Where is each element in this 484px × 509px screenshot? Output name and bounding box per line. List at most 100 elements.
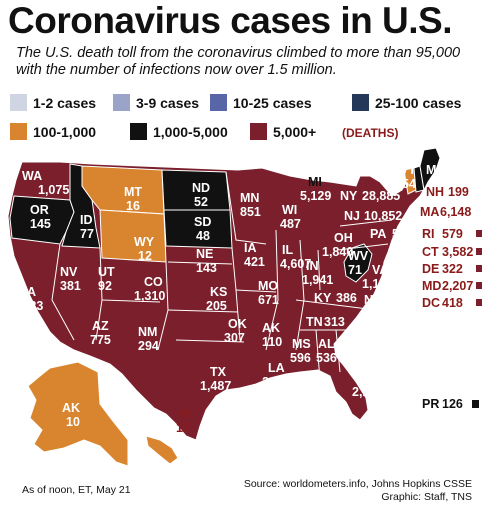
state-deaths: 386: [336, 291, 357, 305]
state-deaths: 205: [206, 299, 227, 313]
state-deaths: 143: [196, 261, 217, 275]
marker-squares: [472, 230, 482, 408]
state-abbr: MT: [124, 185, 142, 199]
state-abbr: MI: [308, 175, 322, 189]
state-deaths: 71: [348, 263, 362, 277]
state-abbr: ID: [80, 213, 93, 227]
state-deaths: 28,885: [362, 189, 400, 203]
legend-item-3-9: 3-9 cases: [113, 94, 199, 111]
state-abbr: AK: [262, 321, 280, 335]
state-abbr: MO: [258, 279, 278, 293]
legend-label: 5,000+: [273, 123, 317, 140]
state-abbr: VA: [372, 263, 388, 277]
dc-marker: [476, 299, 482, 306]
state-abbr: OK: [228, 317, 247, 331]
state-deaths: 313: [324, 315, 345, 329]
state-abbr: NJ: [344, 209, 360, 223]
state-deaths: 536: [316, 351, 337, 365]
subtitle: The U.S. death toll from the coronavirus…: [16, 45, 461, 78]
state-abbr: WA: [22, 169, 42, 183]
legend-label: 100-1,000: [33, 123, 97, 140]
legend-item-5000-plus: 5,000+: [250, 123, 316, 140]
state-abbr: IN: [306, 259, 319, 273]
legend-swatch: [10, 123, 27, 140]
state-abbr: MA: [420, 205, 439, 219]
legend-label: 10-25 cases: [233, 94, 312, 111]
state-abbr: DC: [422, 296, 440, 310]
ct-marker: [476, 248, 482, 255]
graphic-credit: Graphic: Staff, TNS: [381, 491, 472, 503]
state-deaths: 381: [60, 279, 81, 293]
state-deaths: 1,840: [322, 245, 353, 259]
state-deaths: 77: [80, 227, 94, 241]
legend-swatch: [130, 123, 147, 140]
md-marker: [476, 282, 482, 289]
state-abbr: NV: [60, 265, 78, 279]
state-abbr: IL: [282, 243, 293, 257]
state-deaths: 761: [384, 293, 405, 307]
legend-label: 25-100 cases: [375, 94, 462, 111]
state-deaths: 12: [138, 249, 152, 263]
state-abbr: OR: [30, 203, 49, 217]
state-abbr: OH: [334, 231, 353, 245]
state-deaths: 851: [240, 205, 261, 219]
state-deaths: 1,075: [38, 183, 69, 197]
de-marker: [476, 265, 482, 272]
state-abbr: MN: [240, 191, 259, 205]
state-deaths: 17: [176, 421, 190, 435]
state-abbr: NM: [138, 325, 157, 339]
state-abbr: DE: [422, 262, 439, 276]
legend-swatch: [250, 123, 267, 140]
state-abbr: NE: [196, 247, 213, 261]
state-deaths: 307: [224, 331, 245, 345]
state-wv-shape: [343, 243, 373, 283]
state-abbr: GA: [346, 333, 365, 347]
state-abbr: NY: [340, 189, 358, 203]
state-deaths: 3,623: [12, 299, 43, 313]
state-deaths: 145: [30, 217, 51, 231]
state-deaths: 92: [98, 279, 112, 293]
state-deaths: 10,852: [364, 209, 402, 223]
state-deaths: 199: [448, 185, 469, 199]
state-abbr: HI: [178, 407, 191, 421]
state-abbr: CO: [144, 275, 163, 289]
state-deaths: 579: [442, 227, 463, 241]
state-deaths: 2,689: [262, 375, 293, 389]
source-text: Source: worldometers.info, Johns Hopkins…: [243, 478, 472, 490]
state-abbr: PA: [370, 227, 386, 241]
state-deaths: 3,582: [442, 245, 473, 259]
legend-item-100-1000: 100-1,000: [10, 123, 96, 140]
state-abbr: SC: [380, 317, 397, 331]
state-deaths: 110: [262, 335, 282, 349]
state-deaths: 421: [244, 255, 265, 269]
state-deaths: 418: [442, 296, 463, 310]
state-abbr: AL: [318, 337, 335, 351]
state-abbr: ND: [192, 181, 210, 195]
state-abbr: RI: [422, 227, 435, 241]
state-deaths: 671: [258, 293, 279, 307]
state-abbr: SD: [194, 215, 211, 229]
legend-label: 3-9 cases: [136, 94, 200, 111]
state-abbr: TN: [306, 315, 323, 329]
state-abbr: AZ: [92, 319, 109, 333]
deaths-legend-label: (DEATHS): [342, 126, 399, 140]
legend-label: 1-2 cases: [33, 94, 97, 111]
state-abbr: FL: [360, 371, 376, 385]
legend-item-25-100: 25-100 cases: [352, 94, 461, 111]
state-deaths: 775: [90, 333, 111, 347]
state-abbr: TX: [210, 365, 227, 379]
state-deaths: 416: [396, 317, 417, 331]
state-abbr: ME: [426, 163, 445, 177]
state-abbr: IA: [244, 241, 257, 255]
state-abbr: NC: [364, 293, 382, 307]
state-deaths: 1,783: [340, 347, 371, 361]
state-abbr: UT: [98, 265, 115, 279]
legend-item-1-2: 1-2 cases: [10, 94, 96, 111]
state-deaths: 294: [138, 339, 159, 353]
state-me-shape: [419, 147, 441, 192]
legend-label: 1,000-5,000: [153, 123, 228, 140]
state-abbr: CA: [18, 285, 36, 299]
pr-marker: [472, 400, 479, 408]
ri-marker: [476, 230, 482, 237]
